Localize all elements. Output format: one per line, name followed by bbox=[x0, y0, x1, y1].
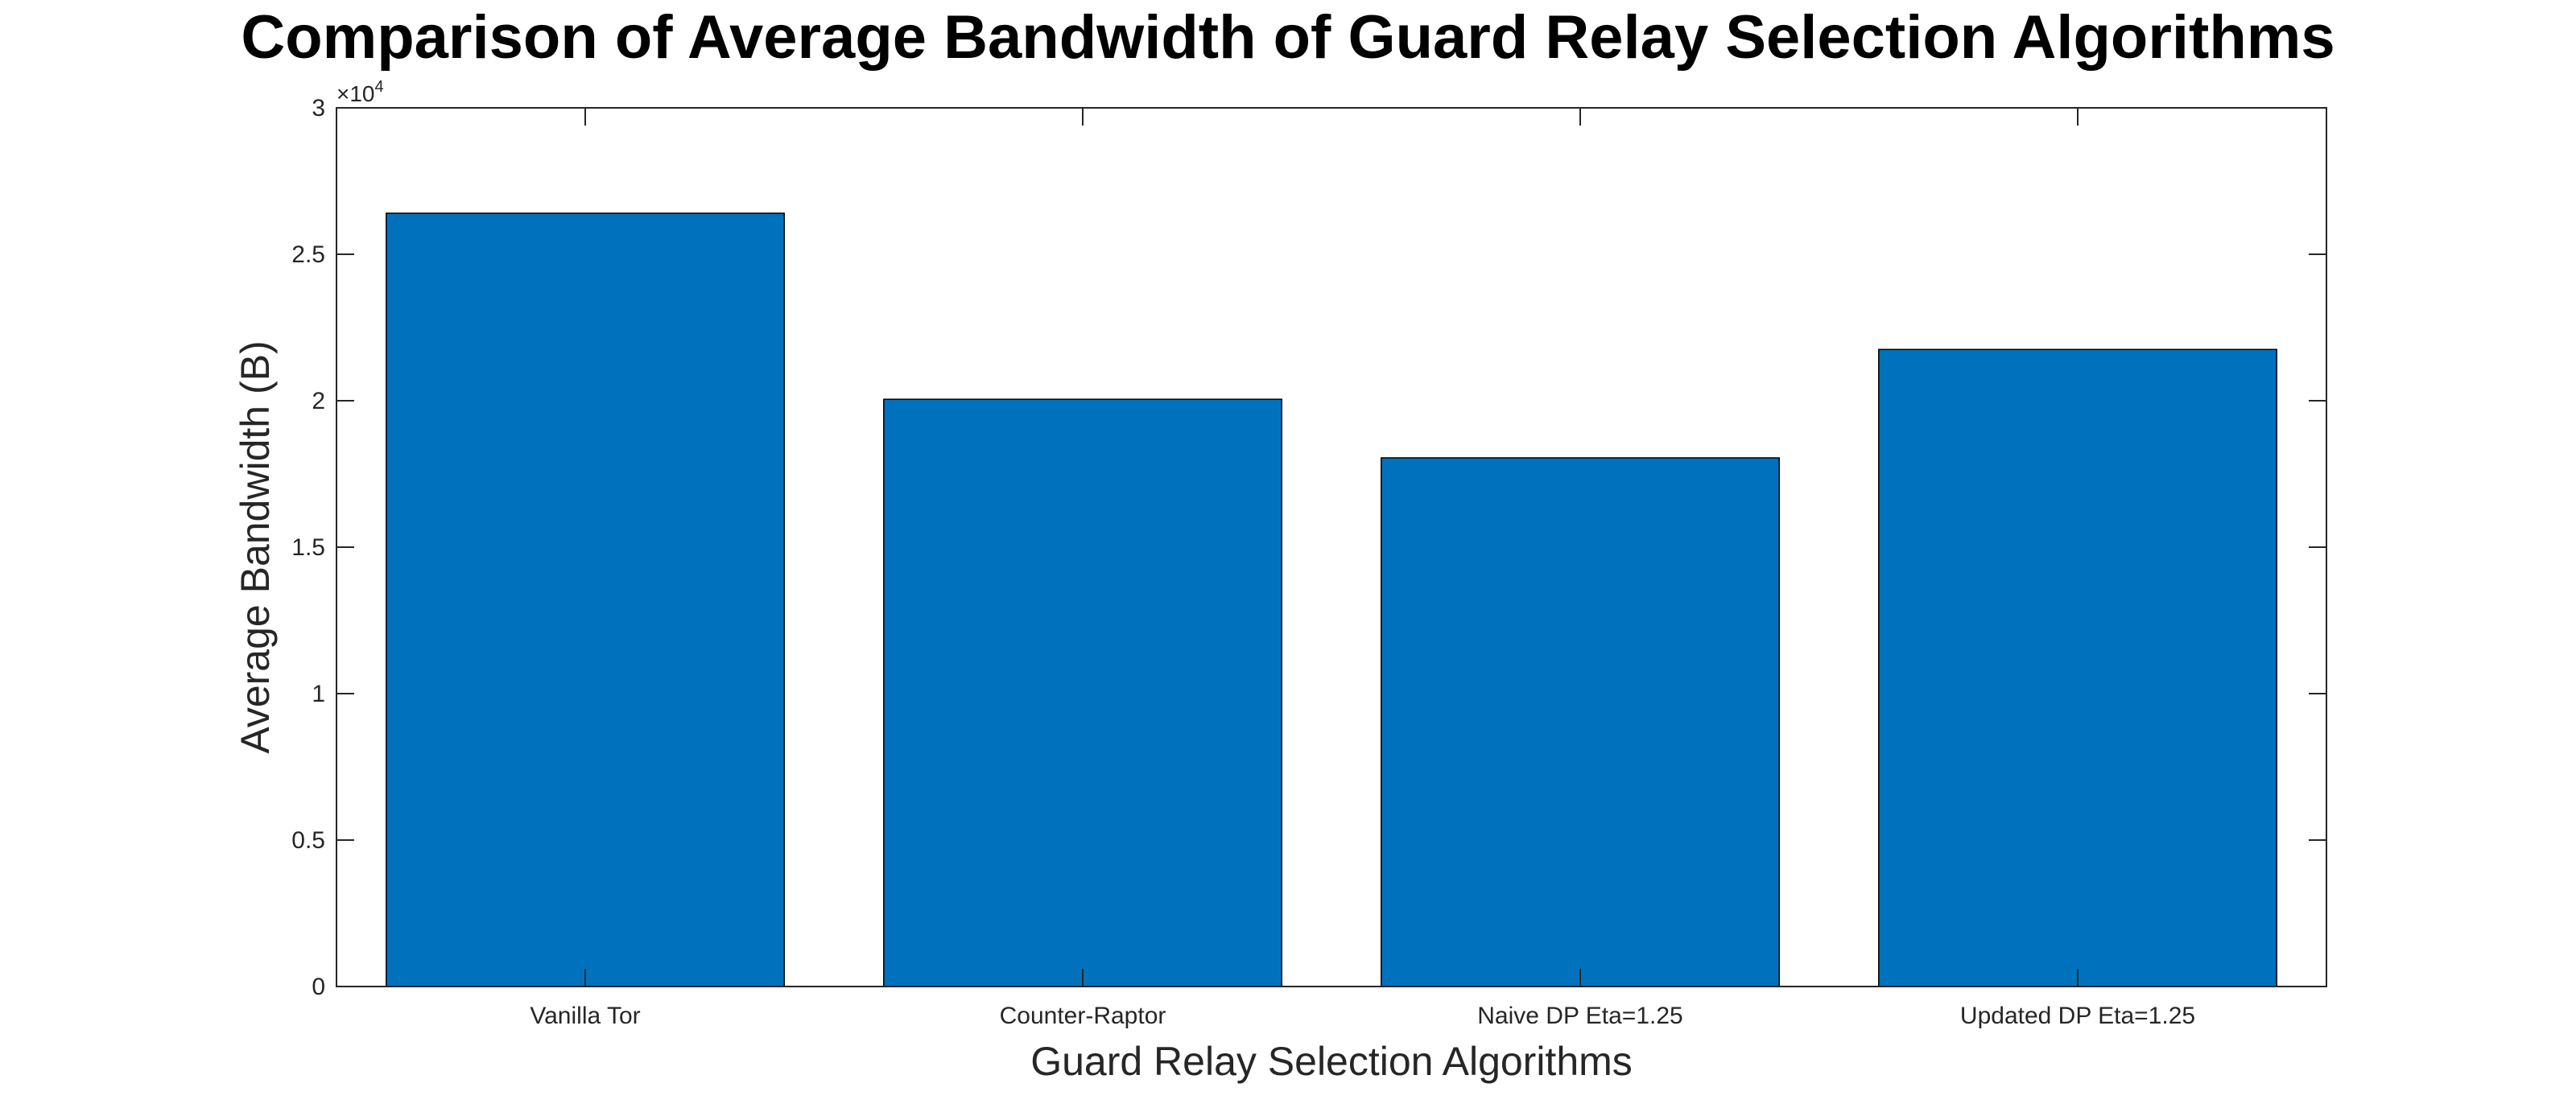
x-tick-labels: Vanilla Tor Counter-Raptor Naive DP Eta=1.… bbox=[530, 1003, 2195, 1029]
bar-3 bbox=[1878, 348, 2277, 987]
y-tick-label-2: 1 bbox=[312, 681, 325, 707]
y-tick-label-5: 2.5 bbox=[291, 241, 325, 268]
y-axis-label: Average Bandwidth (B) bbox=[233, 340, 278, 753]
bar-0 bbox=[386, 212, 785, 987]
bar-2 bbox=[1381, 457, 1780, 987]
y-exponent-label: ×104 bbox=[336, 78, 384, 106]
y-tick-label-0: 0 bbox=[312, 974, 325, 1000]
bars-group bbox=[386, 212, 2277, 987]
bar-1 bbox=[883, 398, 1282, 987]
y-tick-label-6: 3 bbox=[312, 95, 325, 122]
y-tick-labels: 0 0.5 1 1.5 2 2.5 3 bbox=[291, 95, 325, 1000]
x-tick-label-2: Naive DP Eta=1.25 bbox=[1477, 1003, 1682, 1029]
y-tick-label-1: 0.5 bbox=[291, 827, 325, 854]
x-tick-label-3: Updated DP Eta=1.25 bbox=[1960, 1003, 2195, 1029]
y-tick-label-4: 2 bbox=[312, 388, 325, 414]
ticks-group bbox=[336, 107, 2326, 987]
x-axis-label: Guard Relay Selection Algorithms bbox=[1030, 1039, 1633, 1084]
y-exponent-power: 4 bbox=[375, 78, 384, 96]
x-tick-label-1: Counter-Raptor bbox=[1000, 1003, 1166, 1029]
x-tick-label-0: Vanilla Tor bbox=[530, 1003, 640, 1029]
chart-title: Comparison of Average Bandwidth of Guard… bbox=[241, 3, 2334, 72]
y-tick-label-3: 1.5 bbox=[291, 534, 325, 561]
